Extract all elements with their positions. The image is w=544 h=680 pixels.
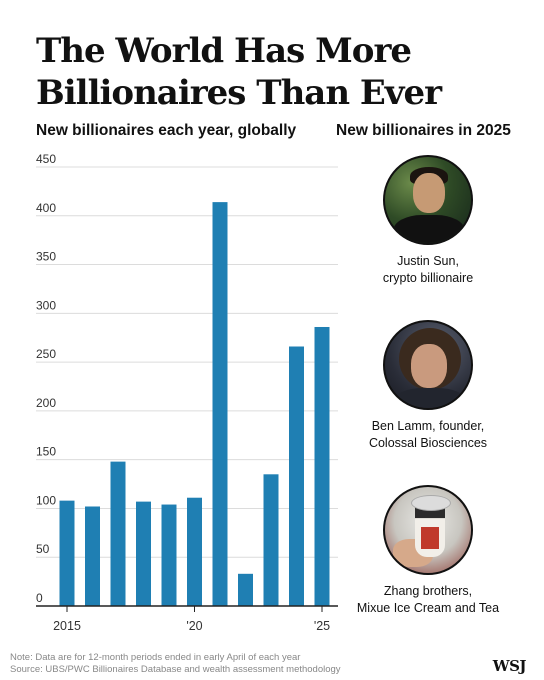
profile-ben-lamm: Ben Lamm, founder, Colossal Biosciences	[355, 320, 501, 452]
chart-subtitle: New billionaires each year, globally	[36, 122, 297, 139]
bar	[289, 346, 304, 606]
y-tick-label: 200	[36, 396, 56, 410]
x-tick-label: '20	[186, 619, 202, 633]
profile-caption: Justin Sun, crypto billionaire	[355, 253, 501, 287]
profile-justin-sun: Justin Sun, crypto billionaire	[355, 155, 501, 287]
bar	[161, 504, 177, 606]
y-tick-label: 50	[36, 542, 50, 556]
chart-title: The World Has More Billionaires Than Eve…	[36, 31, 442, 113]
profile-zhang-brothers: Zhang brothers, Mixue Ice Cream and Tea	[355, 485, 501, 617]
profile-name: Zhang brothers,	[383, 584, 473, 598]
x-tick-label: '25	[314, 619, 330, 633]
bar	[238, 573, 253, 606]
bar	[263, 474, 279, 606]
footnotes: Note: Data are for 12-month periods ende…	[10, 652, 341, 676]
bar	[212, 202, 228, 606]
y-tick-label: 100	[36, 493, 56, 507]
y-tick-label: 350	[36, 250, 56, 264]
y-tick-label: 300	[36, 298, 56, 312]
x-tick-label: 2015	[53, 619, 81, 633]
wsj-logo: WSJ	[492, 657, 527, 675]
note-text: Note: Data are for 12-month periods ende…	[10, 652, 301, 663]
source-text: Source: UBS/PWC Billionaires Database an…	[10, 664, 341, 675]
bar	[136, 501, 151, 606]
bar	[59, 500, 75, 606]
profile-description: crypto billionaire	[382, 271, 474, 285]
y-tick-label: 250	[36, 347, 56, 361]
profile-description: Colossal Biosciences	[368, 436, 488, 450]
bar	[187, 497, 202, 606]
side-subtitle: New billionaires in 2025	[336, 122, 511, 139]
bar	[110, 461, 126, 606]
bar	[314, 326, 330, 606]
portrait-justin-sun	[383, 155, 473, 245]
profile-name: Justin Sun,	[397, 254, 459, 268]
bar-chart: 0 50 100 150 200 250 300 350 400 450 2015 '20 '25	[36, 152, 338, 633]
bar	[85, 506, 100, 606]
profile-name: Ben Lamm, founder,	[371, 419, 485, 433]
y-tick-label: 400	[36, 201, 56, 215]
y-tick-label: 150	[36, 445, 56, 459]
y-tick-label: 450	[36, 152, 56, 166]
portrait-ben-lamm	[383, 320, 473, 410]
mixue-drink-photo	[383, 485, 473, 575]
profile-description: Mixue Ice Cream and Tea	[356, 601, 500, 615]
y-tick-label: 0	[36, 591, 43, 605]
profile-caption: Zhang brothers, Mixue Ice Cream and Tea	[355, 583, 501, 617]
profile-caption: Ben Lamm, founder, Colossal Biosciences	[355, 418, 501, 452]
